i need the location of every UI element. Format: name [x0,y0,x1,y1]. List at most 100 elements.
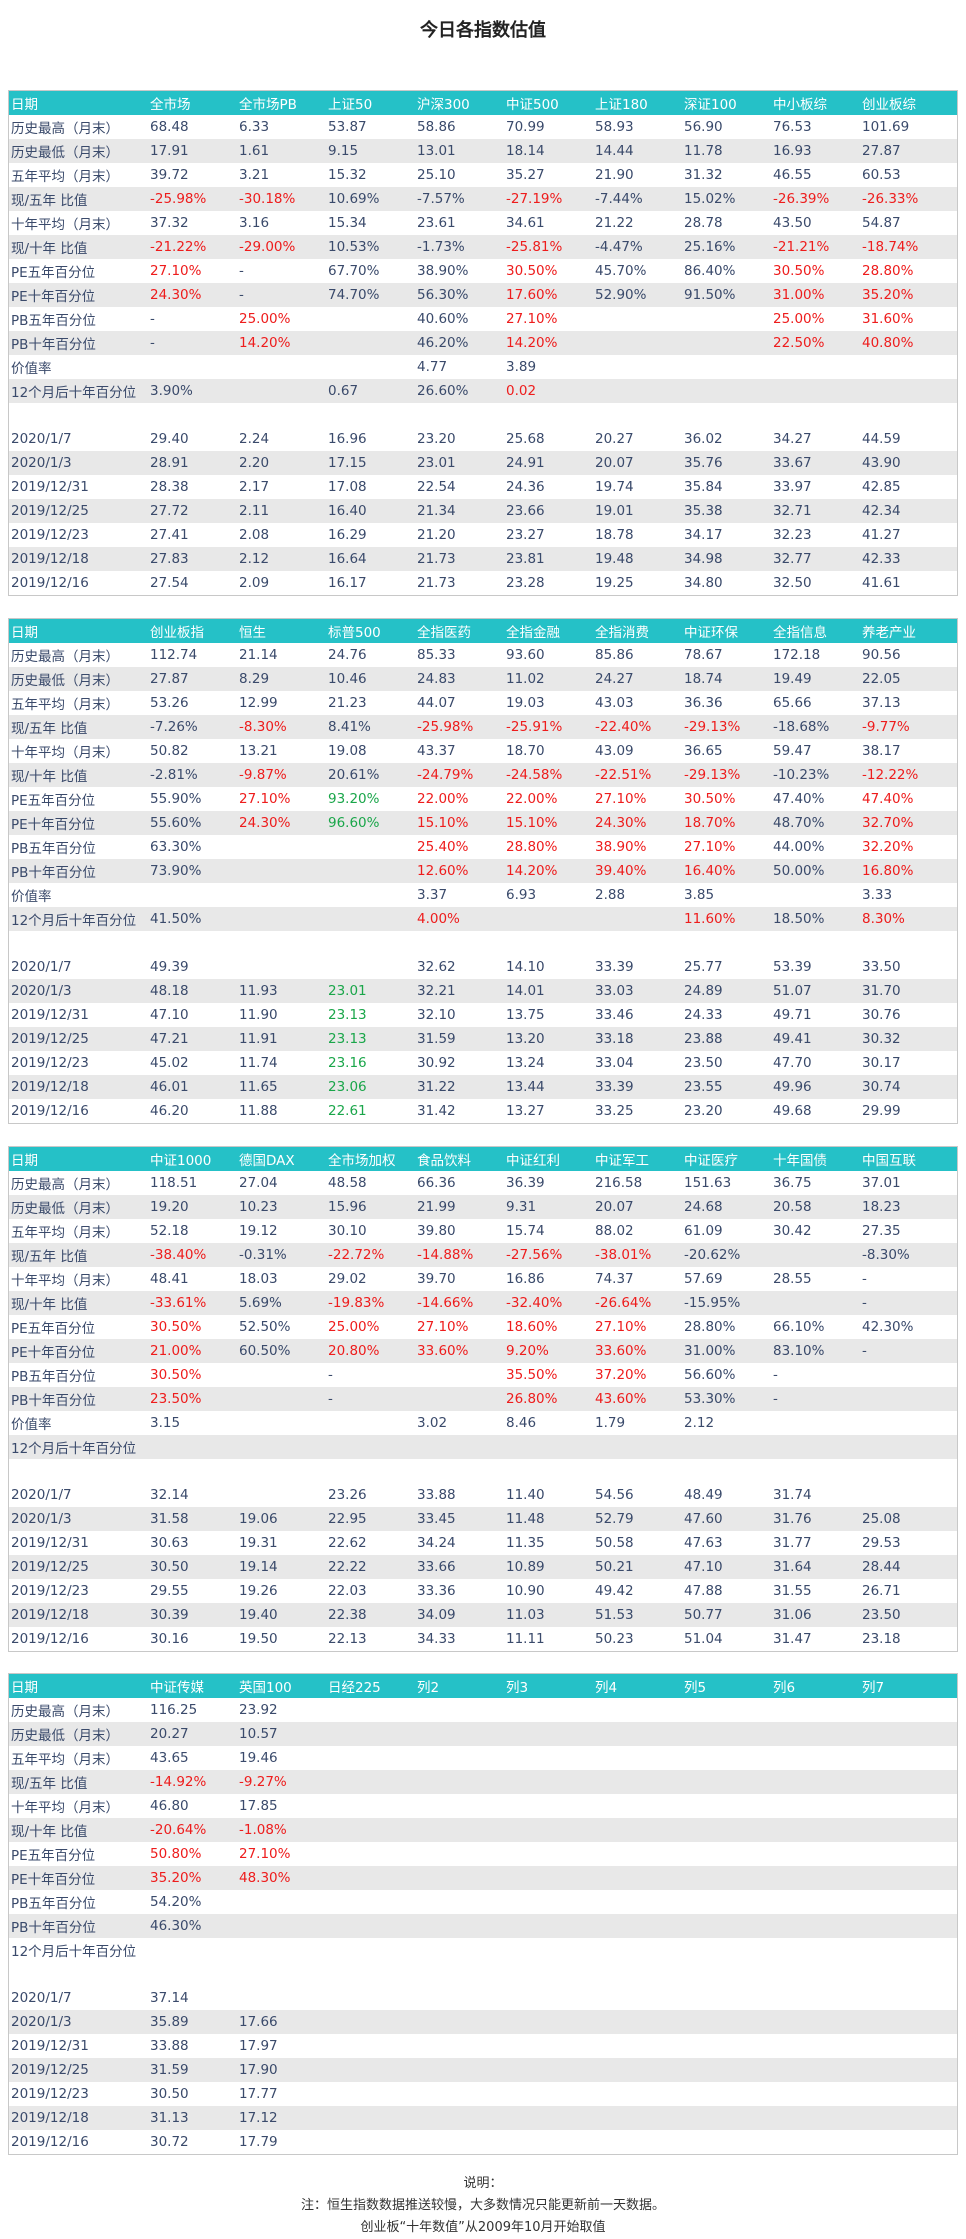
table-cell: 27.10% [239,791,291,807]
table-cell: 15.74 [506,1223,545,1239]
table-cell: 23.01 [417,455,456,471]
table-cell: 标普500 [328,625,381,641]
table-cell: 41.50% [150,911,202,927]
notes-heading: 说明： [463,2176,503,2191]
table-cell: 十年国债 [773,1153,827,1169]
table-cell: 39.80 [417,1223,456,1239]
table-cell: 43.09 [595,743,634,759]
row-label: 2019/12/23 [11,1055,89,1071]
table-cell: 29.55 [150,1583,189,1599]
row-label: 2019/12/31 [11,2038,89,2054]
table-cell: 24.91 [506,455,545,471]
table-cell: 35.50% [506,1367,558,1383]
table-cell: 20.58 [773,1199,812,1215]
table-cell: 9.15 [328,143,359,159]
table-cell: -1.08% [239,1822,287,1838]
table-cell: 34.24 [417,1535,456,1551]
row-label: 2020/1/3 [11,2014,72,2030]
table-cell: 中证传媒 [150,1680,204,1696]
table-cell: 27.10% [150,263,202,279]
table-cell: 13.21 [239,743,278,759]
table-cell: 32.70% [862,815,914,831]
table-cell: 21.20 [417,527,456,543]
table-cell: 83.10% [773,1343,825,1359]
table-cell: 17.97 [239,2038,278,2054]
table-cell: 40.80% [862,335,914,351]
row-label: 价值率 [11,1417,52,1433]
row-label: 2020/1/3 [11,983,72,999]
table-cell: 3.02 [417,1415,448,1431]
table-row: 现/十年 比值 -33.61% 5.69% -19.83% -14.66% -32.40%… [9,1291,957,1315]
row-label: 十年平均（月末） [11,1273,119,1289]
table-cell: 26.80% [506,1391,558,1407]
table-spacer-row [9,1962,957,1986]
table-row: PE五年百分位 27.10% - 67.70% 38.90% 30.50% 45.70% 86… [9,259,957,283]
table-cell: 27.87 [150,671,189,687]
table-cell: 0.67 [328,383,359,399]
row-label: 五年平均（月末） [11,1752,119,1768]
table-row: 2020/1/3 48.18 11.93 23.01 32.21 14.01 33.03 24… [9,979,957,1003]
table-cell: 19.74 [595,479,634,495]
table-cell: 50.23 [595,1631,634,1647]
table-cell: 43.90 [862,455,901,471]
row-label: 2019/12/25 [11,1559,89,1575]
table-cell: 31.64 [773,1559,812,1575]
table-cell: 52.79 [595,1511,634,1527]
table-cell: 49.42 [595,1583,634,1599]
table-cell: 5.69% [239,1295,282,1311]
table-cell: 47.21 [150,1031,189,1047]
table-cell: - [328,1367,333,1383]
table-cell: 31.70 [862,983,901,999]
table-cell: -29.00% [239,239,296,255]
table-cell: 14.10 [506,959,545,975]
table-cell: 51.07 [773,983,812,999]
table-cell: 31.74 [773,1487,812,1503]
table-cell: 37.01 [862,1175,901,1191]
table-cell: 6.93 [506,887,537,903]
table-cell: - [239,287,244,303]
row-label: 历史最高（月末） [11,1704,119,1720]
table-cell: 15.96 [328,1199,367,1215]
table-cell: 中证医疗 [684,1153,738,1169]
table-row: 2019/12/23 27.41 2.08 16.29 21.20 23.27 18.78 3… [9,523,957,547]
table-cell: 17.12 [239,2110,278,2126]
table-row: 历史最高（月末） 112.74 21.14 24.76 85.33 93.60 85.86 7… [9,643,957,667]
table-row: 2020/1/7 49.39 32.62 14.10 33.39 25.77 53.39 33… [9,955,957,979]
table-cell: 10.53% [328,239,380,255]
table-cell: 73.90% [150,863,202,879]
table-cell: 34.17 [684,527,723,543]
table-cell: - [150,335,155,351]
table-cell: 23.55 [684,1079,723,1095]
table-cell: 48.49 [684,1487,723,1503]
table-cell: 20.61% [328,767,380,783]
table-row: 2020/1/3 31.58 19.06 22.95 33.45 11.48 52.79 47… [9,1507,957,1531]
table-cell: 27.10% [239,1846,291,1862]
table-cell: 18.78 [595,527,634,543]
table-cell: 12.99 [239,695,278,711]
row-label: 五年平均（月末） [11,1225,119,1241]
table-cell: 49.68 [773,1103,812,1119]
table-cell: 食品饮料 [417,1153,471,1169]
table-cell: 20.27 [150,1726,189,1742]
table-cell: 43.60% [595,1391,647,1407]
table-cell: 22.54 [417,479,456,495]
table-cell: 48.18 [150,983,189,999]
table-cell: 59.47 [773,743,812,759]
table-cell: -27.19% [506,191,563,207]
table-row: 五年平均（月末） 52.18 19.12 30.10 39.80 15.74 88.02 61… [9,1219,957,1243]
table-cell: 16.86 [506,1271,545,1287]
table-row: 12个月后十年百分位 41.50% 4.00% 11.60% 18.50% 8.30% [9,907,957,931]
row-label: 2020/1/3 [11,1511,72,1527]
table-cell: 43.65 [150,1750,189,1766]
table-cell: 23.18 [862,1631,901,1647]
table-cell: -15.95% [684,1295,741,1311]
table-cell: 46.20% [417,335,469,351]
row-label: 2019/12/25 [11,2062,89,2078]
table-cell: 23.26 [328,1487,367,1503]
table-cell: 3.85 [684,887,715,903]
table-row: 2019/12/31 33.88 17.97 [9,2034,957,2058]
table-cell: -14.66% [417,1295,474,1311]
table-cell: 54.56 [595,1487,634,1503]
table-row: PB五年百分位 54.20% [9,1890,957,1914]
table-cell: 19.01 [595,503,634,519]
